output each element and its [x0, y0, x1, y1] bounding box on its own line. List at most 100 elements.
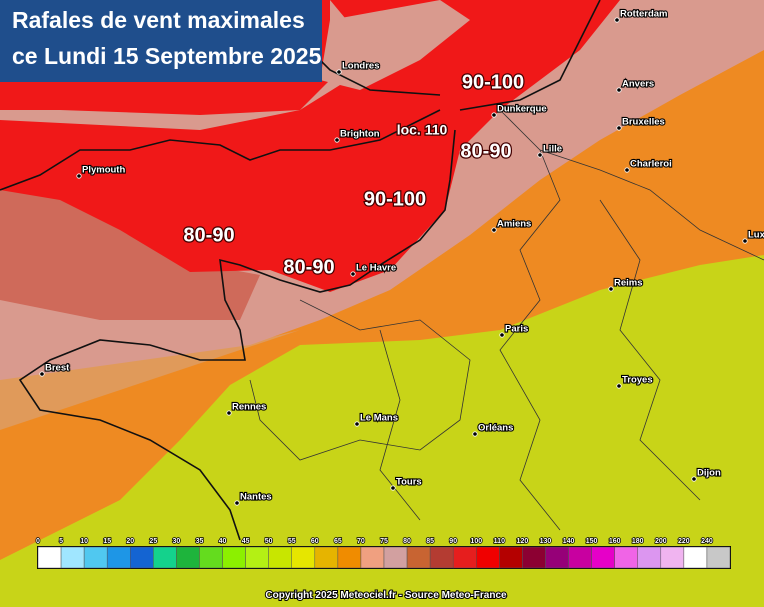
legend-label: 25 [149, 538, 157, 545]
city-label: Londres [342, 61, 379, 72]
city-dot [234, 500, 240, 506]
city: Le Mans [354, 411, 399, 427]
city-label: Dijon [697, 468, 721, 479]
city: Lille [537, 142, 563, 158]
city-label: Orléans [478, 423, 513, 434]
legend-label: 30 [173, 538, 181, 545]
legend-swatch [568, 546, 592, 569]
legend-label: 110 [494, 538, 505, 545]
city-label: Lille [543, 144, 562, 155]
city-label: Troyes [622, 375, 653, 386]
title-box [0, 0, 322, 82]
city-label: Dunkerque [497, 104, 547, 115]
legend-label: 180 [632, 538, 644, 545]
city: Lux [742, 228, 764, 244]
city-label: Charleroi [630, 159, 672, 170]
city-label: Reims [614, 278, 643, 289]
city-dot [472, 431, 478, 437]
legend-label: 200 [655, 538, 667, 545]
legend-label: 90 [449, 538, 457, 545]
legend-label: 55 [288, 538, 296, 545]
city: Plymouth [76, 163, 127, 179]
legend-swatch [83, 546, 108, 569]
city-label: Lux [748, 230, 764, 241]
legend-label: 75 [380, 538, 388, 545]
city-label: Bruxelles [622, 117, 665, 128]
legend-label: 5 [59, 538, 63, 545]
city: Troyes [616, 373, 654, 389]
annotation: 90-100 [364, 188, 426, 210]
annotation: 80-90 [283, 256, 334, 278]
city: Anvers [616, 77, 655, 93]
city-label: Plymouth [82, 165, 125, 176]
city-dot [39, 371, 45, 377]
legend-label: 65 [334, 538, 342, 545]
legend-label: 80 [403, 538, 411, 545]
legend-label: 120 [517, 538, 529, 545]
city-dot [691, 476, 697, 482]
city-dot [616, 125, 622, 131]
legend: 0 5 10 15 20 25 30 35 40 45 50 55 60 65 70 75 80 85 90 100 1… [35, 537, 731, 569]
legend-swatch [660, 546, 685, 569]
cities: Rotterdam Londres Anvers Dunkerque Bruxelles… [39, 7, 764, 506]
legend-label: 140 [563, 538, 575, 545]
legend-swatch [452, 546, 477, 569]
legend-swatch [591, 546, 615, 569]
city-dot [76, 173, 82, 179]
legend-swatch [545, 546, 569, 569]
legend-swatch [337, 546, 362, 569]
city-dot [742, 238, 748, 244]
city: Dunkerque [491, 102, 548, 118]
city-label: Rotterdam [620, 9, 668, 20]
legend-label: 100 [470, 538, 482, 545]
title-line-1: Rafales de vent maximales [12, 7, 305, 33]
legend-swatch [37, 546, 62, 569]
city-dot [616, 87, 622, 93]
city: Brest [39, 361, 71, 377]
legend-swatch [291, 546, 316, 569]
city-dot [491, 112, 497, 118]
legend-label: 60 [311, 538, 319, 545]
legend-label: 15 [103, 538, 111, 545]
legend-swatch [476, 546, 500, 569]
legend-swatch [360, 546, 385, 569]
city-label: Le Havre [356, 263, 396, 274]
legend-label: 240 [701, 538, 713, 545]
city-dot [616, 383, 622, 389]
borders [249, 109, 764, 531]
city-label: Brest [45, 363, 70, 374]
city: Rotterdam [614, 7, 669, 23]
legend-swatch [637, 546, 662, 569]
city-dot [499, 332, 505, 338]
annotation: 80-90 [183, 224, 234, 246]
city-dot [336, 69, 342, 75]
city-label: Paris [505, 324, 528, 335]
legend-label: 70 [357, 538, 365, 545]
legend-label: 160 [609, 538, 621, 545]
legend-swatch [383, 546, 408, 569]
annotation: 90-100 [462, 71, 524, 93]
city-dot [624, 167, 630, 173]
city: Orléans [472, 421, 514, 437]
legend-swatch [614, 546, 638, 569]
annotation: 80-90 [460, 140, 511, 162]
city-dot [354, 421, 360, 427]
annotation: loc. 110 [397, 122, 448, 138]
legend-swatch [406, 546, 431, 569]
city-dot [390, 485, 396, 491]
legend-swatch [268, 546, 292, 569]
legend-swatch [245, 546, 269, 569]
city: Nantes [234, 490, 273, 506]
legend-label: 35 [196, 538, 204, 545]
city: Charleroi [624, 157, 673, 173]
city-label: Brighton [340, 129, 380, 140]
title-line-2: ce Lundi 15 Septembre 2025 [12, 43, 322, 69]
city: Tours [390, 475, 423, 491]
city-dot [537, 152, 543, 158]
legend-label: 10 [80, 538, 88, 545]
city-dot [350, 271, 356, 277]
copyright: Copyright 2025 Meteociel.fr - Source Met… [265, 590, 507, 601]
city-label: Le Mans [360, 413, 398, 424]
